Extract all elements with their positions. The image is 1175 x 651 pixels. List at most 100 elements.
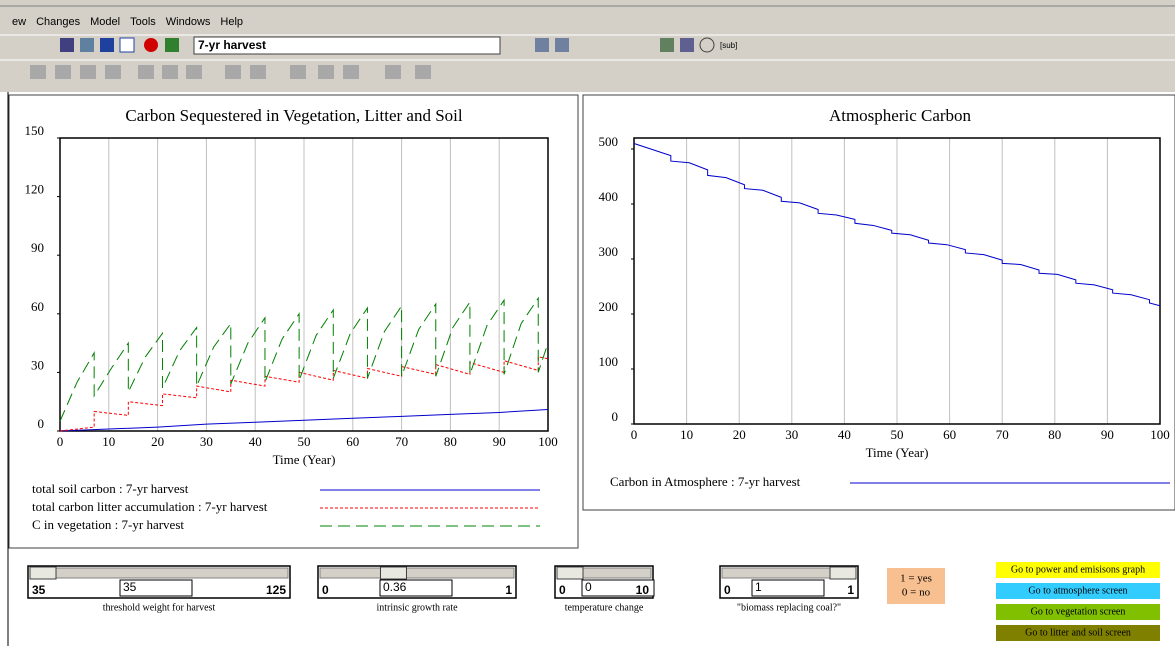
menu-item[interactable]: Windows bbox=[166, 16, 211, 28]
icon[interactable] bbox=[660, 38, 674, 52]
note-text: 1 = yes bbox=[900, 573, 932, 585]
x-tick-label: 10 bbox=[102, 434, 115, 449]
series-line bbox=[59, 356, 549, 432]
slider-value[interactable]: 0 bbox=[585, 580, 592, 594]
x-tick-label: 100 bbox=[1150, 427, 1170, 442]
slider-max: 1 bbox=[847, 583, 854, 597]
y-tick-label: 400 bbox=[599, 189, 619, 204]
note-text: 0 = no bbox=[902, 587, 931, 599]
slider-label: "biomass replacing coal?" bbox=[737, 602, 841, 613]
y-tick-label: 300 bbox=[599, 244, 619, 259]
chart-panel bbox=[582, 94, 1175, 511]
legend-label: C in vegetation : 7-yr harvest bbox=[32, 517, 184, 532]
slider-label: threshold weight for harvest bbox=[103, 602, 216, 613]
x-tick-label: 60 bbox=[346, 434, 359, 449]
slider-track[interactable] bbox=[29, 567, 289, 579]
value-box[interactable] bbox=[581, 579, 655, 597]
nav-button[interactable] bbox=[996, 625, 1160, 641]
y-tick-label: 120 bbox=[25, 182, 45, 197]
slider-label: intrinsic growth rate bbox=[376, 602, 458, 613]
legend-label: Carbon in Atmosphere : 7-yr harvest bbox=[610, 474, 801, 489]
x-axis-label: Time (Year) bbox=[866, 445, 929, 460]
run-name-box[interactable] bbox=[193, 36, 501, 55]
disabled-icons bbox=[30, 65, 431, 79]
nav-button[interactable] bbox=[996, 604, 1160, 620]
nav-button-label[interactable]: Go to atmosphere screen bbox=[1028, 585, 1127, 596]
value-box[interactable] bbox=[751, 579, 825, 597]
icon[interactable] bbox=[535, 38, 549, 52]
series-line bbox=[59, 409, 549, 432]
x-tick-label: 80 bbox=[1048, 427, 1061, 442]
nav-button-label[interactable]: Go to litter and soil screen bbox=[1025, 627, 1131, 638]
icon[interactable] bbox=[100, 38, 114, 52]
slider-thumb[interactable] bbox=[829, 566, 857, 580]
x-tick-label: 20 bbox=[733, 427, 746, 442]
slider-label: temperature change bbox=[565, 602, 644, 613]
x-tick-label: 70 bbox=[395, 434, 408, 449]
menu-item[interactable]: ew bbox=[12, 16, 26, 28]
slider-thumb[interactable] bbox=[556, 566, 584, 580]
slider-value[interactable]: 1 bbox=[755, 580, 762, 594]
slider-min: 0 bbox=[322, 583, 329, 597]
nav-button[interactable] bbox=[996, 583, 1160, 599]
x-tick-label: 30 bbox=[785, 427, 798, 442]
series-line bbox=[633, 143, 1161, 307]
y-tick-label: 500 bbox=[599, 134, 619, 149]
legend-label: total soil carbon : 7-yr harvest bbox=[32, 481, 189, 496]
y-tick-label: 200 bbox=[599, 299, 619, 314]
x-tick-label: 50 bbox=[298, 434, 311, 449]
chart-title: Atmospheric Carbon bbox=[829, 106, 972, 125]
slider-max: 125 bbox=[266, 583, 286, 597]
icon[interactable] bbox=[165, 38, 179, 52]
icon[interactable] bbox=[144, 38, 158, 52]
x-tick-label: 70 bbox=[996, 427, 1009, 442]
value-box[interactable] bbox=[379, 579, 453, 597]
x-tick-label: 60 bbox=[943, 427, 956, 442]
menu-item[interactable]: Model bbox=[90, 16, 120, 28]
slider-value[interactable]: 0.36 bbox=[383, 580, 407, 594]
icon[interactable] bbox=[555, 38, 569, 52]
x-tick-label: 0 bbox=[57, 434, 64, 449]
value-box[interactable] bbox=[119, 579, 193, 597]
x-tick-label: 40 bbox=[249, 434, 262, 449]
slider-thumb[interactable] bbox=[29, 566, 57, 580]
menu-item[interactable]: Changes bbox=[36, 16, 81, 28]
legend-label: total carbon litter accumulation : 7-yr … bbox=[32, 499, 268, 514]
slider-max: 1 bbox=[505, 583, 512, 597]
slider-thumb[interactable] bbox=[379, 566, 407, 580]
note-box bbox=[887, 568, 945, 604]
nav-button[interactable] bbox=[996, 562, 1160, 578]
slider-min: 0 bbox=[724, 583, 731, 597]
y-tick-label: 100 bbox=[599, 354, 619, 369]
icon[interactable] bbox=[60, 38, 74, 52]
icon[interactable] bbox=[699, 37, 715, 53]
x-tick-label: 90 bbox=[493, 434, 506, 449]
icon[interactable] bbox=[680, 38, 694, 52]
slider-min: 35 bbox=[32, 583, 46, 597]
x-tick-label: 40 bbox=[838, 427, 851, 442]
y-tick-label: 0 bbox=[38, 416, 45, 431]
run-name[interactable]: 7-yr harvest bbox=[198, 38, 266, 52]
plot-frame bbox=[633, 137, 1161, 425]
icon[interactable] bbox=[80, 38, 94, 52]
nav-button-label[interactable]: Go to power and emisisons graph bbox=[1011, 564, 1145, 575]
x-tick-label: 100 bbox=[538, 434, 558, 449]
chart-title: Carbon Sequestered in Vegetation, Litter… bbox=[125, 106, 463, 125]
sub-icon[interactable]: [sub] bbox=[720, 41, 737, 50]
x-axis-label: Time (Year) bbox=[273, 452, 336, 467]
y-tick-label: 90 bbox=[31, 240, 44, 255]
nav-button-label[interactable]: Go to vegetation screen bbox=[1031, 606, 1126, 617]
icon[interactable] bbox=[119, 37, 135, 53]
menu-item[interactable]: Help bbox=[220, 16, 243, 28]
x-tick-label: 10 bbox=[680, 427, 693, 442]
series-line bbox=[59, 296, 549, 422]
x-tick-label: 50 bbox=[891, 427, 904, 442]
slider-track[interactable] bbox=[319, 567, 515, 579]
x-tick-label: 30 bbox=[200, 434, 213, 449]
slider-max: 10 bbox=[636, 583, 650, 597]
plot-frame bbox=[59, 137, 549, 432]
slider-value[interactable]: 35 bbox=[123, 580, 137, 594]
menu-item[interactable]: Tools bbox=[130, 16, 156, 28]
x-tick-label: 80 bbox=[444, 434, 457, 449]
